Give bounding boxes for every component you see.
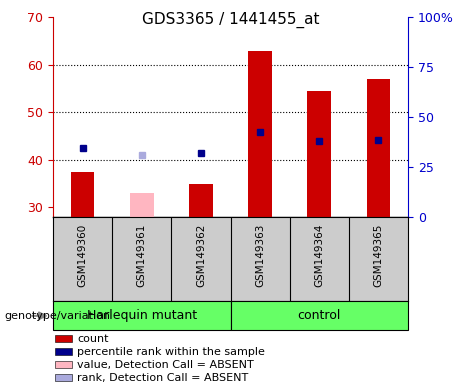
Text: GSM149363: GSM149363 (255, 224, 265, 287)
Bar (130, 193, 154, 217)
Text: GSM149361: GSM149361 (137, 224, 147, 287)
Text: GSM149365: GSM149365 (373, 224, 384, 287)
Text: GSM149362: GSM149362 (196, 224, 206, 287)
Text: GSM149364: GSM149364 (314, 224, 324, 287)
Text: Harlequin mutant: Harlequin mutant (87, 310, 197, 322)
Text: count: count (77, 334, 109, 344)
Bar (248, 51, 272, 217)
Bar (55, 361, 72, 368)
Bar (55, 348, 72, 355)
Text: rank, Detection Call = ABSENT: rank, Detection Call = ABSENT (77, 372, 249, 382)
Bar (230, 301, 408, 330)
Bar (366, 79, 390, 217)
Bar (189, 184, 213, 217)
Text: GDS3365 / 1441455_at: GDS3365 / 1441455_at (142, 12, 319, 28)
Text: genotype/variation: genotype/variation (5, 311, 111, 321)
Bar (71, 172, 95, 217)
Text: percentile rank within the sample: percentile rank within the sample (77, 347, 266, 357)
Bar (55, 374, 72, 381)
Bar (53, 301, 230, 330)
Bar (55, 335, 72, 342)
Text: control: control (297, 310, 341, 322)
Bar (307, 91, 331, 217)
Text: value, Detection Call = ABSENT: value, Detection Call = ABSENT (77, 359, 254, 369)
Text: GSM149360: GSM149360 (77, 224, 88, 287)
